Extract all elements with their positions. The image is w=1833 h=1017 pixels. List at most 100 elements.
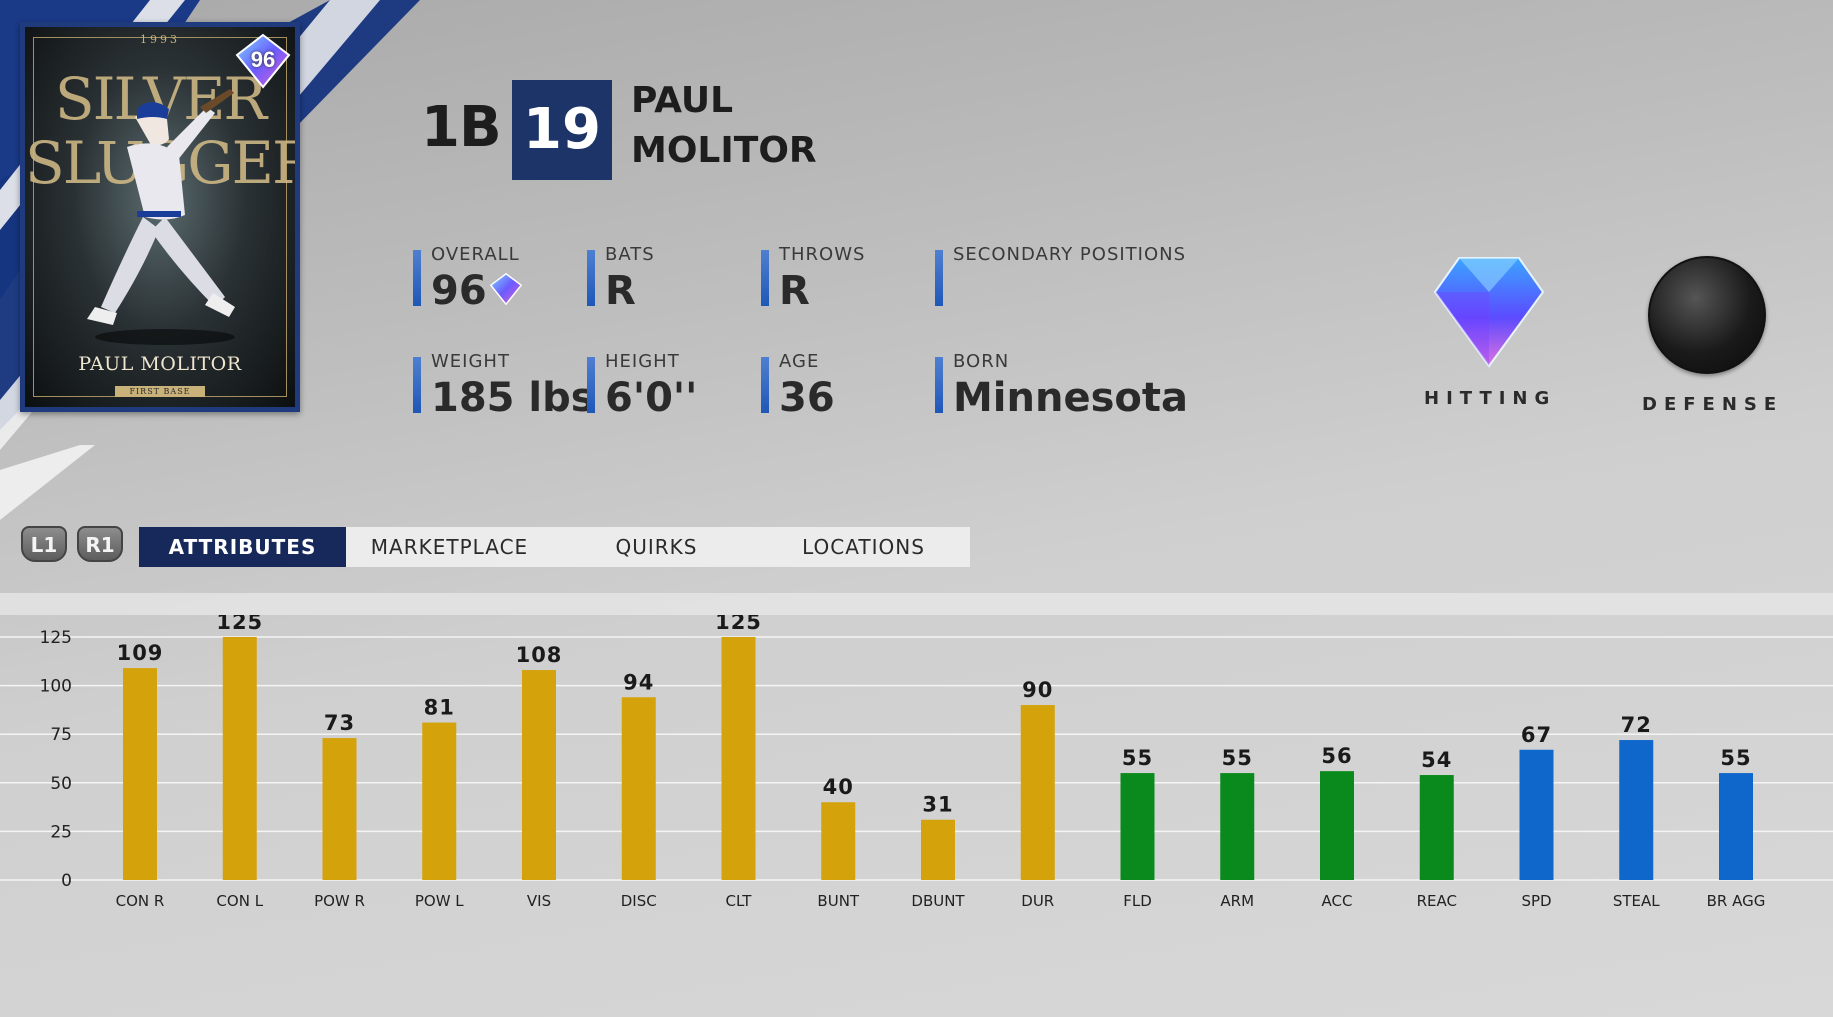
bar-dbunt bbox=[921, 819, 955, 880]
info-height: HEIGHT 6'0'' bbox=[587, 351, 697, 421]
bar-value-label: 108 bbox=[516, 643, 563, 667]
tab-attributes[interactable]: ATTRIBUTES bbox=[139, 527, 346, 567]
height-label: HEIGHT bbox=[605, 351, 680, 372]
bar-con-r bbox=[123, 668, 157, 880]
bar-reac bbox=[1419, 775, 1454, 880]
card-rating: 96 bbox=[250, 47, 276, 72]
bar-value-label: 90 bbox=[1022, 678, 1053, 702]
weight-value: 185 lbs bbox=[431, 375, 595, 421]
category-label: STEAL bbox=[1613, 892, 1660, 910]
age-value: 36 bbox=[779, 375, 835, 421]
category-label: BUNT bbox=[817, 892, 859, 910]
bar-value-label: 54 bbox=[1421, 748, 1452, 772]
bar-value-label: 55 bbox=[1122, 746, 1153, 770]
born-label: BORN bbox=[953, 351, 1010, 372]
bar-dur bbox=[1020, 705, 1055, 880]
player-position: 1B bbox=[421, 95, 502, 160]
card-year: 1993 bbox=[140, 33, 180, 46]
bar-value-label: 40 bbox=[823, 775, 854, 799]
bar-value-label: 73 bbox=[324, 711, 355, 735]
secondary-positions-label: SECONDARY POSITIONS bbox=[953, 244, 1187, 265]
category-label: DISC bbox=[621, 892, 657, 910]
bar-value-label: 109 bbox=[117, 641, 164, 665]
y-tick-label: 125 bbox=[40, 628, 72, 648]
category-label: CLT bbox=[726, 892, 753, 910]
tab-bar: ATTRIBUTES MARKETPLACE QUIRKS LOCATIONS bbox=[139, 527, 970, 567]
bar-fld bbox=[1120, 773, 1155, 880]
bar-pow-r bbox=[322, 738, 357, 880]
category-label: SPD bbox=[1521, 892, 1551, 910]
category-label: ACC bbox=[1322, 892, 1353, 910]
bar-acc bbox=[1320, 771, 1354, 880]
player-first-name: PAUL bbox=[631, 80, 734, 121]
category-label: DBUNT bbox=[911, 892, 965, 910]
category-label: REAC bbox=[1417, 892, 1457, 910]
bar-arm bbox=[1220, 773, 1255, 880]
height-value: 6'0'' bbox=[605, 375, 698, 421]
bar-value-label: 81 bbox=[424, 696, 455, 720]
bar-steal bbox=[1619, 740, 1654, 880]
bar-value-label: 125 bbox=[715, 615, 762, 634]
category-label: BR AGG bbox=[1707, 892, 1766, 910]
category-label: FLD bbox=[1123, 892, 1152, 910]
age-label: AGE bbox=[779, 351, 820, 372]
info-secondary-positions: SECONDARY POSITIONS bbox=[935, 244, 1187, 306]
category-label: VIS bbox=[527, 892, 551, 910]
bar-value-label: 94 bbox=[623, 670, 654, 694]
born-value: Minnesota bbox=[953, 375, 1188, 421]
bar-value-label: 31 bbox=[922, 793, 953, 817]
info-bats: BATS R bbox=[587, 244, 655, 314]
category-label: CON L bbox=[216, 892, 263, 910]
category-label: DUR bbox=[1021, 892, 1054, 910]
bats-value: R bbox=[605, 268, 636, 314]
y-tick-label: 50 bbox=[50, 774, 72, 794]
card-player-name: PAUL MOLITOR bbox=[78, 353, 242, 375]
bar-con-l bbox=[222, 637, 257, 880]
bar-value-label: 67 bbox=[1521, 723, 1552, 747]
bar-spd bbox=[1519, 749, 1554, 880]
category-label: CON R bbox=[116, 892, 165, 910]
tab-marketplace[interactable]: MARKETPLACE bbox=[370, 535, 529, 559]
player-photo bbox=[87, 89, 235, 345]
overall-label: OVERALL bbox=[431, 244, 520, 265]
bar-bunt bbox=[821, 802, 856, 880]
overall-number: 96 bbox=[431, 268, 487, 314]
bar-vis bbox=[522, 670, 556, 880]
info-throws: THROWS R bbox=[761, 244, 865, 314]
hitting-badge[interactable]: HITTING bbox=[1424, 252, 1554, 409]
throws-label: THROWS bbox=[779, 244, 866, 265]
bar-value-label: 55 bbox=[1720, 746, 1751, 770]
bar-clt bbox=[721, 637, 756, 880]
y-tick-label: 25 bbox=[50, 822, 72, 842]
defense-circle-icon bbox=[1648, 256, 1766, 374]
y-tick-label: 100 bbox=[40, 677, 72, 697]
hitting-label: HITTING bbox=[1424, 388, 1557, 409]
defense-badge[interactable]: DEFENSE bbox=[1642, 256, 1776, 415]
l1-button[interactable]: L1 bbox=[21, 526, 67, 562]
tab-quirks[interactable]: QUIRKS bbox=[615, 535, 698, 559]
category-label: ARM bbox=[1220, 892, 1254, 910]
overall-value: 96 bbox=[431, 268, 525, 314]
r1-button[interactable]: R1 bbox=[77, 526, 123, 562]
bar-pow-l bbox=[422, 722, 457, 880]
y-tick-label: 75 bbox=[50, 725, 72, 745]
info-weight: WEIGHT 185 lbs bbox=[413, 351, 595, 421]
card-rating-diamond-icon: 96 bbox=[235, 33, 291, 89]
player-last-name: MOLITOR bbox=[631, 130, 817, 171]
attributes-chart: 0 25 50 75 100 125 109 CON R 125 CON L 73 POW R 81 PO… bbox=[0, 615, 1833, 910]
bar-disc bbox=[621, 697, 656, 880]
chart-header-band bbox=[0, 593, 1833, 615]
y-tick-label: 0 bbox=[61, 871, 72, 891]
weight-label: WEIGHT bbox=[431, 351, 510, 372]
info-born: BORN Minnesota bbox=[935, 351, 1188, 421]
player-card: 1993 SILVER SLUGGER PAUL MOLITOR FIRST B… bbox=[20, 22, 300, 412]
bar-value-label: 125 bbox=[216, 615, 263, 634]
bar-value-label: 55 bbox=[1222, 746, 1253, 770]
bar-br-agg bbox=[1719, 773, 1753, 880]
bar-value-label: 72 bbox=[1621, 713, 1652, 737]
hitting-diamond-icon bbox=[1433, 257, 1545, 368]
bats-label: BATS bbox=[605, 244, 655, 265]
throws-value: R bbox=[779, 268, 810, 314]
tab-locations[interactable]: LOCATIONS bbox=[802, 535, 925, 559]
bar-value-label: 56 bbox=[1321, 744, 1352, 768]
